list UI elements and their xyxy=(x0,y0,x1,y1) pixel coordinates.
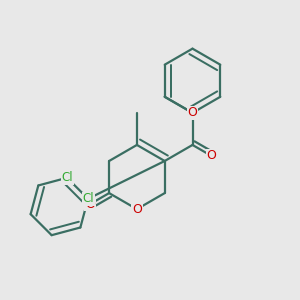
Text: O: O xyxy=(132,202,142,216)
Text: Cl: Cl xyxy=(61,171,73,184)
Text: O: O xyxy=(188,106,197,119)
Text: O: O xyxy=(207,149,217,162)
Text: O: O xyxy=(85,198,95,211)
Text: Cl: Cl xyxy=(82,192,94,205)
